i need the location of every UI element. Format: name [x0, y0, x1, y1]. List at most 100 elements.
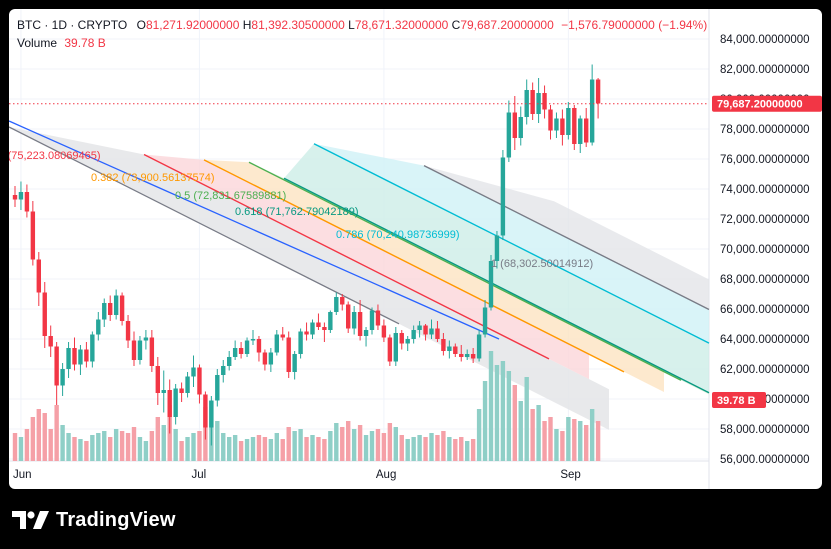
- candle: [494, 231, 500, 269]
- candle: [572, 105, 577, 150]
- candle: [357, 300, 363, 341]
- candle: [54, 342, 59, 405]
- candle: [48, 325, 53, 357]
- candle-body: [465, 354, 470, 357]
- candle: [185, 372, 190, 398]
- candle-body: [280, 334, 285, 338]
- candle: [375, 304, 381, 330]
- tradingview-logo-icon: [12, 511, 49, 529]
- candle: [340, 294, 345, 311]
- candle-body: [12, 195, 18, 200]
- candle: [530, 82, 535, 120]
- candle: [191, 355, 196, 387]
- candle-body: [482, 307, 488, 335]
- candle-body: [179, 388, 184, 393]
- candle-body: [48, 336, 53, 347]
- candle-body: [566, 108, 571, 135]
- price-axis[interactable]: 84,000.0000000082,000.0000000080,000.000…: [712, 34, 822, 466]
- volume-bar: [244, 439, 250, 461]
- volume-bars: [12, 351, 601, 461]
- candle-body: [560, 118, 565, 135]
- volume-bar: [161, 425, 166, 461]
- candle: [18, 181, 24, 210]
- fib-line-0.382: [203, 159, 625, 373]
- time-axis[interactable]: Jun Jul Aug Sep: [13, 469, 581, 481]
- price-chart[interactable]: 0.236 (75,223.08069465) 0.382 (73,900.561…: [9, 9, 822, 489]
- volume-bar: [18, 437, 24, 461]
- candle: [465, 349, 470, 360]
- volume-bar: [369, 431, 375, 461]
- open-value: 81,271.92000000: [145, 18, 240, 32]
- volume-bar: [328, 431, 333, 461]
- candle-body: [595, 79, 601, 104]
- volume-bar: [411, 437, 416, 461]
- volume-bar: [66, 433, 71, 461]
- volume-bar: [423, 437, 428, 461]
- candle: [268, 348, 274, 372]
- candle-body: [488, 261, 494, 308]
- volume-bar: [530, 409, 535, 461]
- candle-body: [506, 112, 512, 158]
- candle: [334, 292, 339, 315]
- candle: [143, 330, 149, 350]
- volume-label[interactable]: Volume: [17, 36, 58, 50]
- candle-body: [357, 312, 363, 336]
- candle: [363, 327, 369, 347]
- price-tick-label: 76,000.00000000: [720, 154, 810, 166]
- volume-bar: [84, 441, 89, 461]
- volume-bar: [589, 409, 595, 461]
- candle-body: [250, 339, 256, 341]
- candle-body: [238, 348, 244, 354]
- volume-bar: [78, 439, 83, 461]
- change-value: −1,576.79000000 (−1.94%): [561, 18, 708, 32]
- volume-bar: [429, 433, 434, 461]
- volume-bar: [334, 423, 339, 461]
- candle: [179, 382, 184, 402]
- candle: [137, 336, 143, 365]
- volume-bar: [113, 429, 119, 461]
- candle-body: [125, 321, 131, 341]
- volume-bar: [96, 433, 101, 461]
- candle-body: [578, 118, 583, 144]
- tradingview-brand[interactable]: TradingView: [12, 506, 176, 534]
- candle-body: [363, 330, 369, 336]
- volume-bar: [595, 421, 601, 461]
- volume-bar: [316, 437, 321, 461]
- candle: [393, 327, 398, 366]
- candle-body: [221, 366, 226, 375]
- volume-bar: [488, 351, 494, 461]
- candle-body: [191, 367, 196, 377]
- fib-line-0.786: [313, 143, 710, 344]
- candle: [102, 298, 107, 327]
- candle: [197, 364, 202, 404]
- candle: [405, 336, 410, 351]
- volume-bar: [536, 405, 541, 461]
- candle-body: [447, 346, 452, 351]
- volume-bar: [12, 433, 18, 461]
- last-price-tag: 79,687.20000000: [717, 99, 803, 111]
- price-tick-label: 56,000.00000000: [720, 454, 810, 466]
- symbol-label[interactable]: BTC · 1D · CRYPTO: [17, 18, 128, 32]
- volume-value: 39.78 B: [64, 36, 106, 50]
- volume-bar: [102, 431, 107, 461]
- volume-bar: [280, 439, 285, 461]
- volume-bar: [274, 433, 279, 461]
- candle-body: [584, 118, 589, 143]
- chart-frame: 0.236 (75,223.08069465) 0.382 (73,900.561…: [9, 9, 822, 489]
- candle-body: [78, 349, 83, 365]
- open-label: O: [136, 18, 146, 32]
- candle: [399, 330, 404, 350]
- volume-bar: [36, 409, 41, 461]
- candle-body: [54, 346, 59, 386]
- candle-body: [351, 312, 357, 329]
- candle: [262, 349, 268, 371]
- candle-body: [209, 400, 214, 428]
- candle: [113, 289, 119, 320]
- candle: [459, 345, 464, 362]
- candle-body: [232, 348, 238, 357]
- candle-body: [328, 312, 333, 330]
- high-label: H: [242, 18, 252, 32]
- candle-body: [310, 322, 315, 335]
- volume-bar: [48, 429, 53, 461]
- candle-body: [60, 369, 65, 386]
